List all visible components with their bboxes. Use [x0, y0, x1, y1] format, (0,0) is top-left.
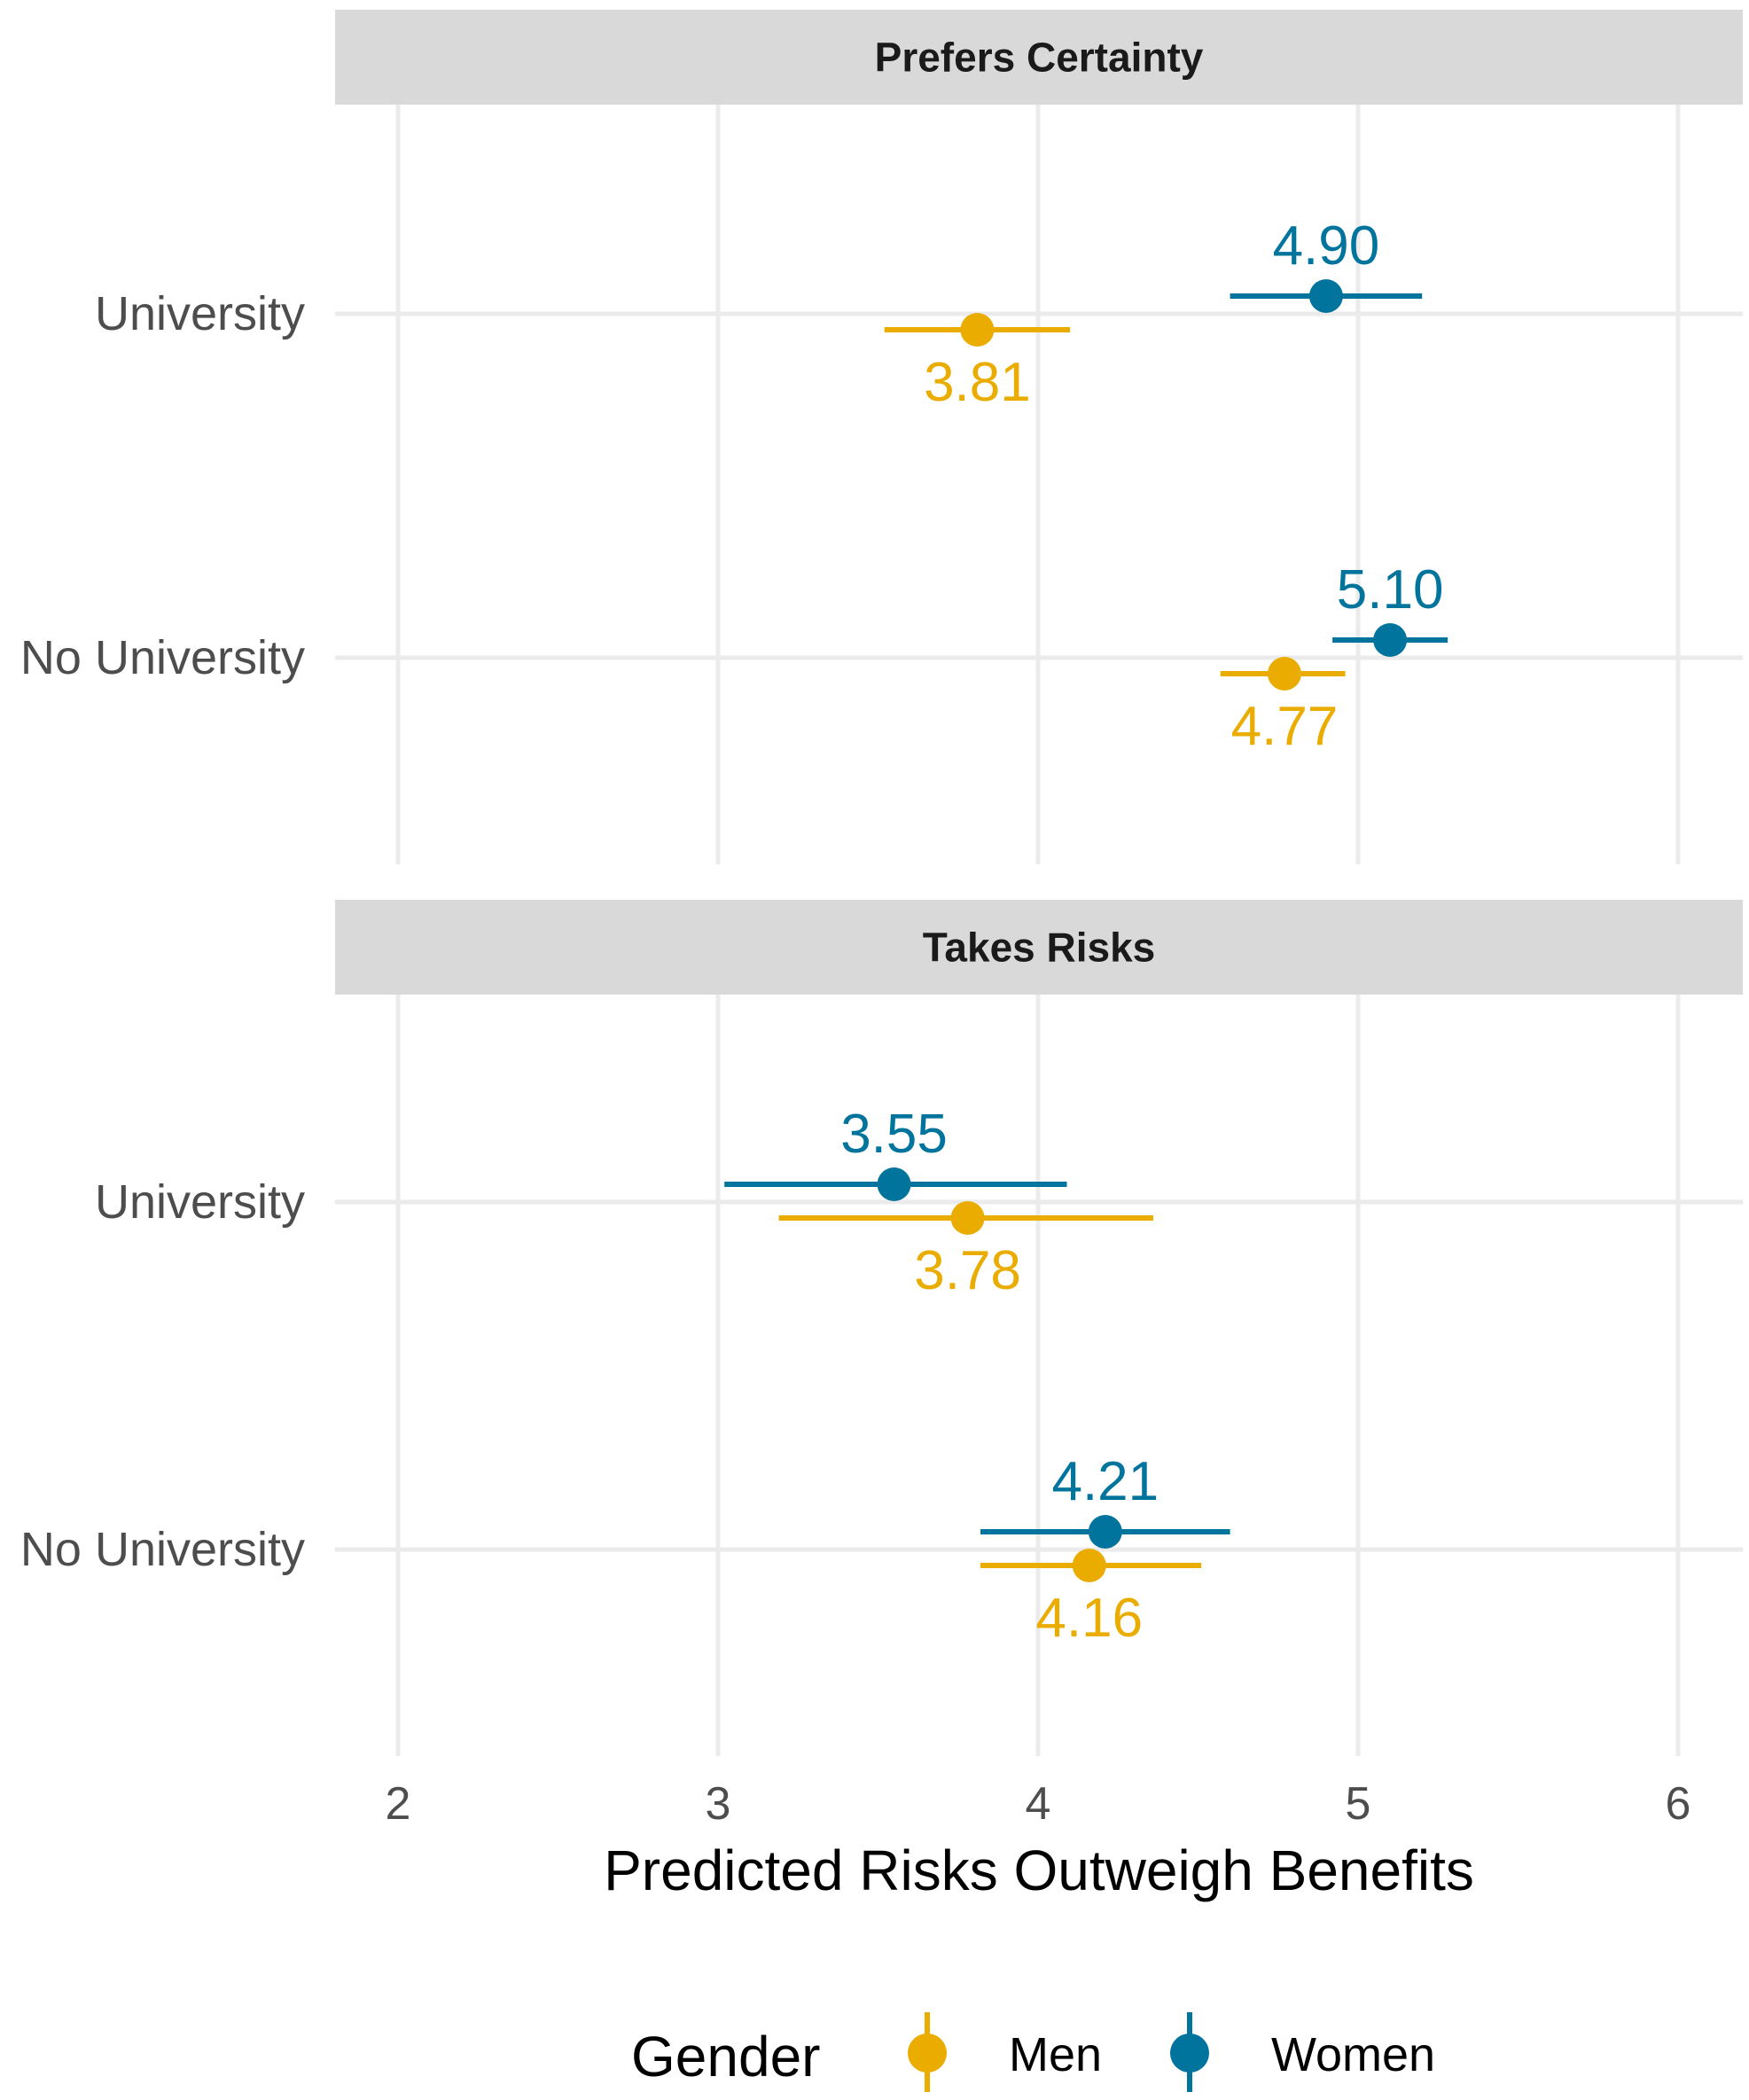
data-point: [1267, 657, 1301, 691]
data-point: [877, 1167, 911, 1201]
y-tick-label: No University: [20, 1523, 305, 1576]
panel-prefers-certainty: Prefers Certainty University No University…: [20, 10, 1743, 864]
legend-key-point: [908, 2034, 947, 2073]
data-label: 4.77: [1231, 696, 1339, 757]
data-point: [1373, 623, 1408, 657]
x-axis-title: Predicted Risks Outweigh Benefits: [604, 1838, 1474, 1902]
data-label: 5.10: [1337, 559, 1444, 621]
strip-title: Takes Risks: [923, 925, 1156, 971]
data-label: 3.81: [924, 352, 1031, 413]
legend-label: Women: [1271, 2028, 1435, 2081]
legend: Gender Men Women: [631, 2012, 1435, 2092]
x-tick-label: 5: [1346, 1778, 1371, 1830]
data-point: [1088, 1515, 1122, 1549]
data-point: [960, 313, 995, 347]
legend-title: Gender: [631, 2025, 820, 2088]
x-tick-label: 2: [386, 1778, 411, 1830]
panel-takes-risks: Takes Risks University No University 3.78 4.…: [20, 900, 1743, 1756]
legend-item-men: Men: [908, 2012, 1102, 2092]
legend-label: Men: [1009, 2028, 1102, 2081]
data-label: 3.78: [914, 1240, 1021, 1301]
data-label: 4.16: [1035, 1588, 1143, 1649]
x-tick-label: 4: [1026, 1778, 1051, 1830]
data-point: [1308, 279, 1343, 313]
data-point: [950, 1201, 985, 1235]
legend-item-women: Women: [1170, 2012, 1435, 2092]
strip-background: [335, 900, 1743, 995]
x-tick-label: 6: [1666, 1778, 1691, 1830]
x-tick-label: 3: [706, 1778, 731, 1830]
data-label: 4.21: [1051, 1451, 1159, 1512]
y-tick-label: No University: [20, 631, 305, 684]
strip-title: Prefers Certainty: [875, 35, 1204, 81]
strip-background: [335, 10, 1743, 105]
x-axis: 2 3 4 5 6: [386, 1778, 1691, 1830]
y-tick-label: University: [95, 287, 305, 340]
y-tick-label: University: [95, 1175, 305, 1229]
legend-key-point: [1170, 2034, 1209, 2073]
data-point: [1072, 1549, 1106, 1582]
data-label: 4.90: [1273, 215, 1380, 277]
data-label: 3.55: [840, 1104, 948, 1165]
